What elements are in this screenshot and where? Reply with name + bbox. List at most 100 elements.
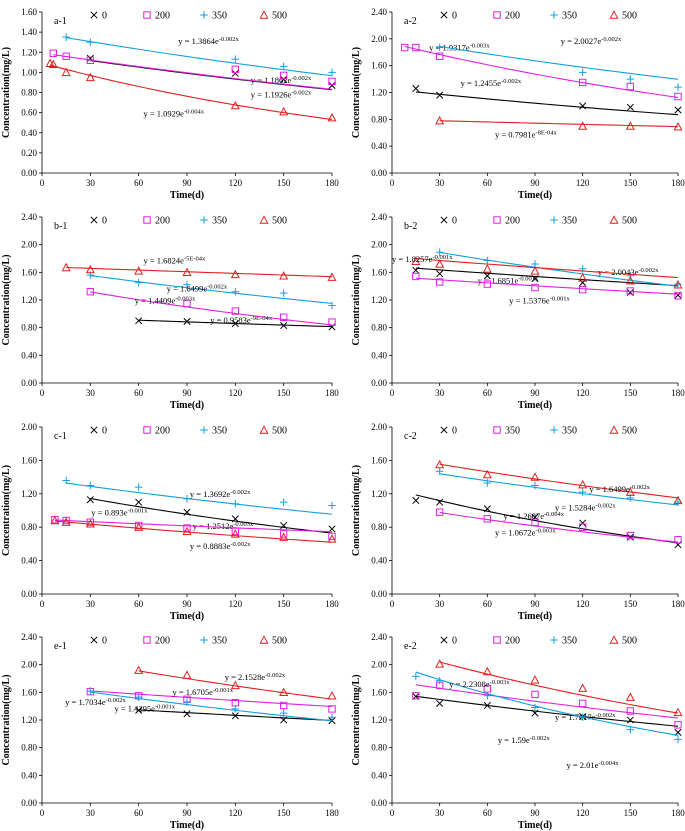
data-point bbox=[231, 515, 239, 523]
trendline-500 bbox=[439, 463, 679, 499]
x-tick-label: 30 bbox=[435, 178, 445, 188]
data-point bbox=[183, 317, 191, 325]
data-point bbox=[230, 529, 240, 538]
data-point bbox=[279, 498, 288, 506]
data-point bbox=[483, 505, 491, 513]
data-point bbox=[279, 530, 288, 538]
data-point bbox=[531, 709, 539, 717]
trendline-500 bbox=[54, 520, 333, 543]
data-point bbox=[578, 121, 588, 130]
data-point bbox=[328, 318, 336, 326]
trendline-350 bbox=[415, 671, 679, 736]
x-axis-title: Time(d) bbox=[170, 820, 204, 831]
data-point bbox=[625, 692, 635, 701]
data-point bbox=[483, 256, 492, 265]
x-axis-title: Time(d) bbox=[518, 820, 552, 831]
trendline-equation: y = 1.1862e-0.002x bbox=[251, 75, 312, 85]
trendline-350 bbox=[439, 251, 679, 287]
y-tick-label: 2.40 bbox=[371, 212, 387, 222]
data-point bbox=[61, 67, 71, 77]
y-tick-label: 0.00 bbox=[371, 798, 387, 808]
trendline-350 bbox=[439, 45, 679, 80]
y-tick-label: 0.40 bbox=[371, 141, 387, 151]
y-tick-label: 1.60 bbox=[371, 61, 387, 71]
x-tick-label: 150 bbox=[624, 178, 638, 188]
y-tick-label: 1.20 bbox=[371, 489, 387, 499]
y-tick-label: 2.00 bbox=[371, 660, 387, 670]
legend-marker bbox=[550, 216, 558, 224]
legend-marker bbox=[200, 426, 208, 434]
legend-label: 0 bbox=[102, 216, 107, 227]
legend-label: 500 bbox=[272, 636, 287, 647]
trendline-equation: y = 1.1926e-0.002x bbox=[251, 89, 312, 99]
trendline-equation: y = 1.6851e-0.001x bbox=[478, 275, 539, 285]
data-point bbox=[412, 692, 420, 700]
data-point bbox=[579, 279, 587, 287]
x-tick-label: 120 bbox=[576, 599, 590, 609]
data-point bbox=[435, 259, 445, 268]
y-tick-label: 0.00 bbox=[21, 798, 37, 808]
data-point bbox=[279, 687, 289, 697]
data-point bbox=[61, 517, 71, 526]
legend-label: 200 bbox=[155, 11, 170, 22]
data-point bbox=[483, 515, 492, 523]
panel-label: a-1 bbox=[54, 16, 67, 27]
data-point bbox=[435, 278, 444, 286]
legend-marker bbox=[259, 425, 269, 434]
data-point bbox=[62, 33, 70, 41]
legend-label: 200 bbox=[155, 426, 170, 437]
y-tick-label: 1.20 bbox=[21, 715, 37, 725]
data-point bbox=[482, 469, 492, 479]
data-point bbox=[183, 299, 191, 308]
data-point bbox=[531, 690, 539, 699]
data-point bbox=[135, 498, 143, 506]
data-point bbox=[183, 524, 191, 532]
x-tick-label: 120 bbox=[229, 599, 243, 609]
legend-label: 0 bbox=[102, 11, 107, 22]
data-point bbox=[530, 675, 540, 684]
data-point bbox=[327, 691, 337, 700]
x-axis-title: Time(d) bbox=[170, 400, 204, 411]
y-axis-title: Concentration(mg/L) bbox=[1, 465, 12, 556]
chart-e-1: 0.00 0.40 0.80 1.20 1.60 2.00 2.40 0 30 60 90 120 15… bbox=[1, 632, 339, 831]
data-point bbox=[327, 272, 337, 281]
y-axis-title: Concentration(mg/L) bbox=[1, 254, 12, 345]
data-point bbox=[530, 266, 540, 275]
legend-label: 0 bbox=[452, 636, 457, 647]
y-tick-label: 0.40 bbox=[371, 770, 387, 780]
data-point bbox=[230, 269, 240, 279]
data-point bbox=[483, 280, 492, 288]
data-point bbox=[280, 521, 288, 530]
y-tick-label: 1.20 bbox=[21, 489, 37, 499]
data-point bbox=[578, 713, 587, 722]
y-tick-label: 1.60 bbox=[21, 455, 37, 465]
data-point bbox=[134, 278, 143, 287]
data-point bbox=[435, 248, 444, 257]
data-point bbox=[578, 78, 587, 87]
data-point bbox=[231, 65, 240, 74]
trendline-350 bbox=[90, 691, 333, 722]
x-tick-label: 180 bbox=[671, 178, 685, 188]
trendline-0 bbox=[415, 695, 679, 727]
data-point bbox=[279, 62, 288, 71]
trendline-equation: y = 1.8257e-0.001x bbox=[392, 254, 453, 264]
y-tick-label: 2.00 bbox=[21, 240, 37, 250]
y-tick-label: 0.80 bbox=[21, 323, 37, 333]
panel-label: c-2 bbox=[404, 431, 417, 442]
data-point bbox=[626, 75, 635, 83]
trendline-equation: y = 1.0672e-0.003x bbox=[495, 528, 556, 538]
panel-label: a-2 bbox=[404, 16, 417, 27]
chart-e-2: 0.00 0.40 0.80 1.20 1.60 2.00 2.40 0 30 60 90 120 15… bbox=[351, 632, 685, 831]
data-point bbox=[483, 479, 492, 487]
x-axis-title: Time(d) bbox=[170, 190, 204, 201]
data-point bbox=[328, 525, 336, 533]
legend-label: 200 bbox=[155, 636, 170, 647]
data-point bbox=[48, 59, 58, 69]
y-tick-label: 2.00 bbox=[371, 34, 387, 44]
legend-label: 350 bbox=[212, 216, 227, 227]
data-point bbox=[279, 271, 289, 280]
data-point bbox=[328, 705, 336, 713]
legend-marker bbox=[90, 426, 98, 434]
trendline-equation: y = 2.01e-0.004x bbox=[566, 760, 619, 770]
trendline-500 bbox=[439, 661, 679, 714]
